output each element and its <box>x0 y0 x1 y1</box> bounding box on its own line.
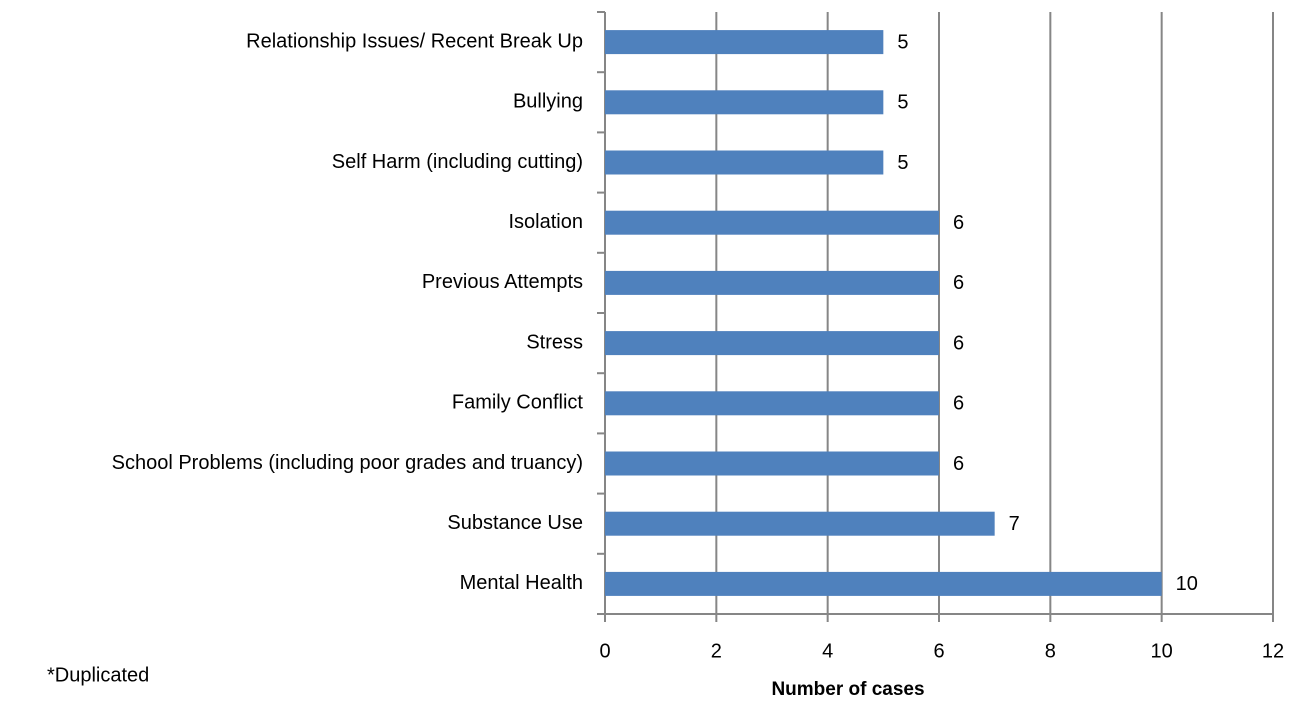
bar <box>605 331 939 356</box>
x-tick-label: 4 <box>822 640 833 662</box>
bar <box>605 511 995 536</box>
data-label: 6 <box>953 332 964 354</box>
y-tick-label: Mental Health <box>460 572 583 594</box>
bar <box>605 451 939 476</box>
data-label: 6 <box>953 272 964 294</box>
y-tick-label: Substance Use <box>447 512 583 534</box>
bar <box>605 90 884 115</box>
data-label: 6 <box>953 393 964 415</box>
y-tick-label: Self Harm (including cutting) <box>332 151 583 173</box>
y-tick-label: Relationship Issues/ Recent Break Up <box>246 30 583 52</box>
y-tick-label: Family Conflict <box>452 392 584 414</box>
y-tick-label: Previous Attempts <box>422 271 583 293</box>
data-label: 5 <box>897 152 908 174</box>
bar <box>605 150 884 175</box>
x-tick-label: 2 <box>711 640 722 662</box>
data-label: 7 <box>1009 513 1020 535</box>
bar <box>605 270 939 295</box>
y-tick-label: School Problems (including poor grades a… <box>112 452 583 474</box>
annotation: *Duplicated <box>47 664 149 686</box>
data-label: 5 <box>897 92 908 114</box>
x-axis-label: Number of cases <box>771 679 924 700</box>
bar <box>605 30 884 55</box>
x-tick-label: 12 <box>1262 640 1284 662</box>
x-tick-label: 0 <box>599 640 610 662</box>
bar <box>605 571 1162 596</box>
data-label: 10 <box>1176 573 1198 595</box>
data-label: 6 <box>953 212 964 234</box>
data-label: 6 <box>953 453 964 475</box>
bar <box>605 210 939 235</box>
data-label: 5 <box>897 31 908 53</box>
bar <box>605 391 939 416</box>
x-tick-label: 6 <box>933 640 944 662</box>
y-tick-label: Stress <box>526 331 583 353</box>
x-tick-label: 8 <box>1045 640 1056 662</box>
x-tick-label: 10 <box>1151 640 1173 662</box>
y-tick-label: Isolation <box>509 211 584 233</box>
y-tick-label: Bullying <box>513 91 583 113</box>
